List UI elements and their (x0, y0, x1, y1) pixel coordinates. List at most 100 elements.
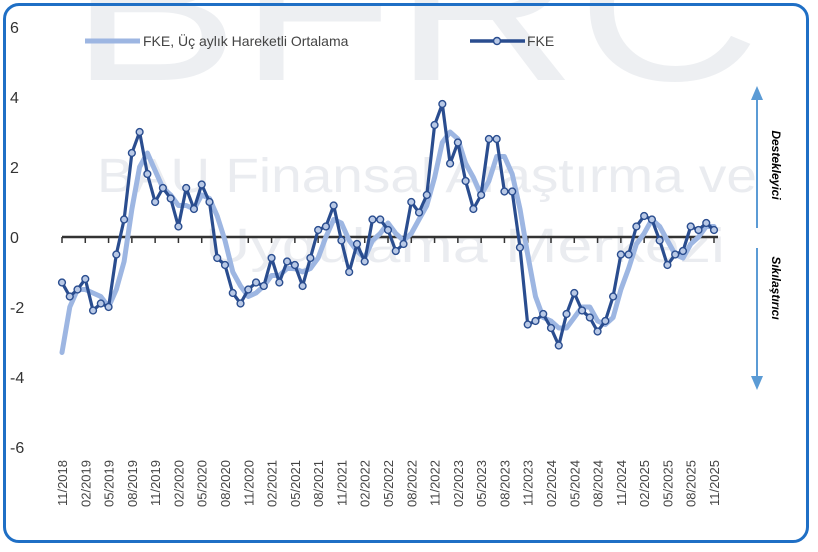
fke-point (314, 225, 323, 235)
legend-label-ma: FKE, Üç aylık Hareketli Ortalama (143, 32, 349, 49)
y-tick-label: -2 (10, 300, 24, 317)
fke-point (414, 208, 424, 217)
fke-point (585, 313, 594, 322)
fke-point (391, 246, 400, 256)
fke-point (189, 204, 199, 214)
fke-point (523, 320, 532, 329)
fke-point (135, 127, 144, 137)
fke-point (96, 299, 105, 308)
fke-point (484, 134, 494, 144)
legend-label-fke: FKE (527, 33, 554, 49)
x-tick-label: 02/2024 (544, 460, 559, 507)
fke-point (399, 239, 408, 249)
x-tick-label: 05/2025 (660, 460, 675, 507)
fke-point (143, 169, 152, 179)
legend: FKE, Üç aylık Hareketli Ortalama FKE (85, 32, 554, 49)
x-tick-label: 02/2025 (637, 460, 652, 507)
x-tick-label: 05/2022 (381, 460, 396, 507)
fke-point (259, 281, 268, 291)
fke-point (166, 194, 175, 203)
fke-point (368, 215, 377, 224)
x-tick-label: 11/2025 (707, 460, 722, 506)
fke-point (554, 341, 563, 350)
fke-point (65, 292, 74, 301)
fke-point (73, 285, 82, 294)
fke-point (453, 138, 462, 147)
x-tick-label: 08/2022 (404, 460, 419, 507)
fke-point (376, 215, 385, 224)
x-tick-label: 05/2021 (288, 460, 303, 507)
fke-point (383, 225, 393, 235)
fke-point (686, 222, 695, 231)
x-tick-label: 02/2019 (78, 460, 93, 507)
fke-point (298, 281, 307, 291)
x-tick-label: 02/2020 (171, 460, 186, 507)
fke-point (119, 215, 129, 224)
x-tick-label: 02/2022 (358, 460, 373, 507)
fke-point (678, 246, 688, 256)
side-label-destekleyici: Destekleyici (769, 130, 783, 200)
x-tick-label: 02/2023 (451, 460, 466, 507)
fke-point (577, 306, 587, 315)
fke-point (220, 260, 230, 270)
fke-point (244, 285, 253, 294)
fke-point (593, 327, 602, 336)
fke-point (104, 302, 113, 312)
x-tick-label: 11/2021 (334, 460, 349, 506)
fke-point (624, 250, 633, 259)
fke-point (562, 309, 571, 319)
fke-point (539, 309, 548, 319)
fke-point (601, 316, 610, 326)
fke-point (213, 253, 222, 263)
chart-frame (3, 3, 809, 543)
fke-point (663, 260, 672, 270)
fke-point (492, 134, 501, 144)
fke-point (151, 197, 160, 207)
fke-point (360, 257, 369, 266)
y-tick-label: 6 (10, 20, 19, 37)
x-tick-label: 11/2019 (148, 460, 163, 506)
fke-point (500, 187, 509, 196)
x-tick-label: 05/2019 (102, 460, 117, 507)
fke-point (275, 278, 284, 287)
fke-point (174, 222, 183, 231)
fke-point (158, 183, 168, 193)
fke-point (127, 148, 136, 158)
fke-point (182, 183, 191, 193)
x-tick-label: 08/2023 (497, 460, 512, 507)
x-tick-label: 08/2024 (591, 460, 606, 507)
x-tick-label: 11/2020 (241, 460, 256, 506)
fke-point (282, 257, 292, 266)
fke-point (515, 243, 525, 252)
y-tick-label: -6 (10, 440, 24, 457)
y-tick-label: 0 (10, 230, 19, 247)
x-tick-label: 05/2020 (195, 460, 210, 507)
fke-point (197, 180, 206, 189)
fke-point (461, 176, 470, 186)
fke-point (616, 250, 625, 259)
arrow-up-icon (751, 86, 763, 100)
fke-point (671, 250, 680, 259)
x-tick-label: 08/2020 (218, 460, 233, 507)
x-tick-label: 11/2023 (521, 460, 536, 506)
x-tick-label: 11/2024 (614, 460, 629, 506)
x-tick-label: 05/2024 (567, 460, 582, 507)
fke-point (251, 278, 261, 287)
fke-point (205, 197, 214, 207)
fke-point (267, 253, 276, 263)
fke-point (306, 253, 315, 263)
x-tick-label: 02/2021 (265, 460, 280, 507)
legend-marker-fke (492, 36, 502, 46)
y-tick-label: -4 (10, 370, 24, 387)
x-tick-label: 08/2019 (125, 460, 140, 507)
fke-point (352, 239, 362, 249)
fke-point (709, 225, 719, 235)
arrow-down-icon (751, 376, 763, 390)
fke-point (477, 190, 486, 200)
fke-point (337, 236, 346, 245)
fke-point (640, 211, 649, 221)
fke-point (570, 288, 579, 298)
direction-arrows (751, 86, 763, 390)
x-tick-label: 05/2023 (474, 460, 489, 507)
fke-point (632, 222, 641, 231)
